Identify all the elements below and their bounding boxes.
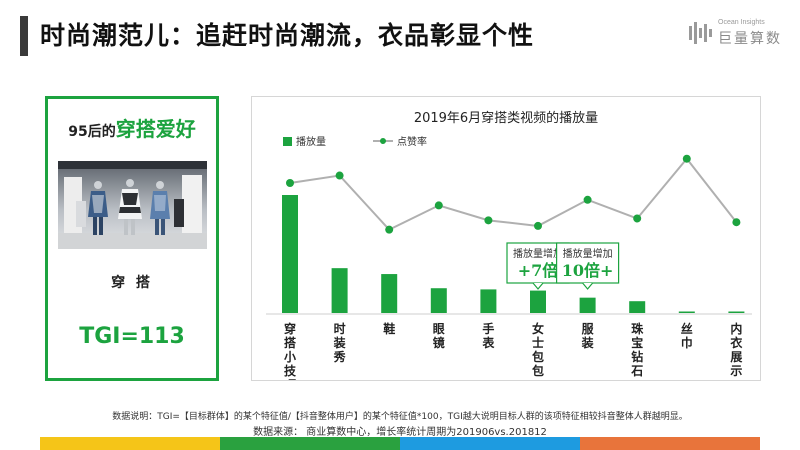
legend-bar-label: 播放量 <box>296 135 326 148</box>
profile-heading-prefix: 95后的 <box>68 124 116 140</box>
bar-手表 <box>480 289 497 313</box>
profile-card: 95后的穿搭爱好 <box>45 96 219 381</box>
point-女士包包 <box>534 221 542 230</box>
footer-stripe-orange <box>580 437 760 450</box>
annotation-caption: 播放量增加 <box>513 247 563 260</box>
bar-时装秀 <box>331 268 348 313</box>
brand-logo: Ocean Insights 巨量算数 <box>688 18 788 48</box>
bar-女士包包 <box>530 290 546 313</box>
x-label-穿搭小技巧: 穿搭小技巧 <box>284 321 297 380</box>
brand-english-name: Ocean Insights <box>718 19 765 26</box>
annotation-caption: 播放量增加 <box>563 247 613 260</box>
profile-label: 穿 搭 <box>111 275 153 291</box>
clothing-store-photo <box>58 161 207 249</box>
bar-穿搭小技巧 <box>282 195 298 313</box>
bar-内衣展示 <box>728 311 745 313</box>
legend-line-marker <box>380 138 386 144</box>
x-label-鞋: 鞋 <box>383 321 395 336</box>
bar-服装 <box>579 297 596 313</box>
point-手表 <box>484 216 493 225</box>
data-note: 数据说明：TGI=【目标群体】的某个特征值/【抖音整体用户】的某个特征值*100… <box>112 412 688 422</box>
bar-丝巾 <box>678 311 695 313</box>
title-accent-bar <box>20 16 28 56</box>
brand-chinese-name: 巨量算数 <box>718 31 782 47</box>
chart-legend: 播放量 点赞率 <box>283 135 427 148</box>
legend-bar-swatch <box>283 137 292 146</box>
footer-stripe-green <box>220 437 400 450</box>
x-label-丝巾: 丝巾 <box>681 321 693 350</box>
bar-鞋 <box>381 274 398 313</box>
x-label-珠宝钻石: 珠宝钻石 <box>630 321 644 378</box>
bar-line-chart: 2019年6月穿搭类视频的播放量 播放量 点赞率 穿搭小技巧 时装秀 鞋 眼镜 手表 女士… <box>266 110 752 380</box>
profile-heading: 95后的穿搭爱好 <box>48 113 216 142</box>
x-label-内衣展示: 内衣展示 <box>729 321 742 378</box>
point-眼镜 <box>434 201 443 210</box>
point-时装秀 <box>335 171 344 180</box>
x-label-眼镜: 眼镜 <box>433 322 445 350</box>
annotation-box <box>556 242 620 284</box>
point-丝巾 <box>682 154 691 163</box>
x-label-手表: 手表 <box>481 321 495 350</box>
bar-眼镜 <box>430 288 447 313</box>
page-title: 时尚潮范儿：追赶时尚潮流，衣品彰显个性 <box>40 21 535 50</box>
x-label-女士包包: 女士包包 <box>531 321 544 378</box>
data-source: 数据来源： 商业算数中心，增长率统计周期为201906vs.201812 <box>253 427 547 438</box>
annotation-pointer <box>532 282 544 290</box>
point-鞋 <box>385 225 394 234</box>
bar-珠宝钻石 <box>629 301 646 313</box>
annotation-value: 10倍+ <box>562 261 614 280</box>
footer-stripe-blue <box>400 437 580 450</box>
x-label-服装: 服装 <box>581 321 595 350</box>
legend-line-label: 点赞率 <box>397 135 427 148</box>
annotation-value: +7倍 <box>518 261 559 280</box>
profile-heading-highlight: 穿搭爱好 <box>115 117 196 141</box>
brand-mark-icon <box>689 22 712 44</box>
like-rate-line <box>289 157 738 231</box>
x-label-时装秀: 时装秀 <box>333 321 347 364</box>
annotation-pointer <box>582 282 594 290</box>
point-服装 <box>583 195 592 204</box>
point-内衣展示 <box>732 218 741 227</box>
footer-stripe-yellow <box>40 437 220 450</box>
point-珠宝钻石 <box>633 214 642 223</box>
chart-title: 2019年6月穿搭类视频的播放量 <box>414 110 598 126</box>
tgi-value: TGI=113 <box>79 324 185 349</box>
chart-panel: 2019年6月穿搭类视频的播放量 播放量 点赞率 穿搭小技巧 时装秀 鞋 眼镜 手表 女士… <box>251 96 761 381</box>
point-穿搭小技巧 <box>286 179 294 187</box>
